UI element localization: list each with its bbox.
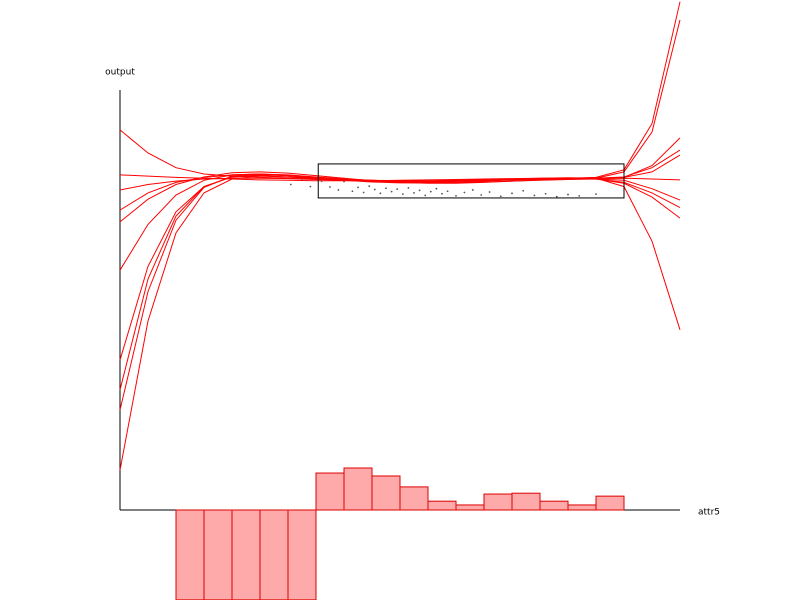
histogram-bar xyxy=(399,486,429,511)
scatter-point xyxy=(329,186,331,188)
scatter-point xyxy=(368,185,371,188)
scatter-point xyxy=(567,193,569,196)
scatter-point xyxy=(455,194,457,197)
scatter-point xyxy=(533,194,536,197)
scatter-point xyxy=(351,190,354,193)
histogram-bar xyxy=(343,467,373,511)
histogram-bar xyxy=(231,509,261,600)
curve xyxy=(119,19,681,191)
scatter-point xyxy=(522,189,525,192)
scatter-point xyxy=(544,192,547,195)
scatter-point xyxy=(418,189,421,192)
scatter-point xyxy=(429,190,432,193)
scatter-point xyxy=(595,193,597,196)
scatter-point xyxy=(373,188,376,191)
histogram-bar xyxy=(287,509,317,600)
curve xyxy=(119,175,681,471)
histogram-bar xyxy=(567,504,597,511)
histogram-bar xyxy=(315,472,345,511)
scatter-point xyxy=(471,189,474,191)
curve xyxy=(119,173,681,411)
histogram-bar xyxy=(455,504,485,511)
scatter-point xyxy=(362,191,365,194)
histogram-bar xyxy=(203,509,233,600)
scatter-point xyxy=(441,192,443,195)
histogram-bar xyxy=(371,475,401,511)
scatter-point xyxy=(488,191,491,193)
histogram-bar xyxy=(595,495,625,511)
histogram-bar xyxy=(511,492,541,511)
scatter-point xyxy=(555,195,558,198)
histogram-bar xyxy=(427,500,457,511)
curve xyxy=(119,175,681,391)
scatter-point xyxy=(446,190,449,193)
curve xyxy=(119,1,681,182)
histogram-bar xyxy=(259,509,289,600)
scatter-point xyxy=(385,187,387,190)
scatter-point xyxy=(289,183,292,186)
y-axis-label: output xyxy=(105,68,135,78)
scatter-point xyxy=(413,192,415,194)
scatter-point xyxy=(309,185,312,188)
scatter-point xyxy=(511,192,513,195)
histogram-bar xyxy=(483,493,513,511)
x-axis-label: attr5 xyxy=(698,508,720,518)
scatter-point xyxy=(357,186,359,189)
scatter-point xyxy=(390,190,393,193)
scatter-point xyxy=(396,188,399,191)
curve xyxy=(119,129,681,182)
selection-box xyxy=(317,163,625,199)
histogram-bar xyxy=(175,509,205,600)
scatter-point xyxy=(379,192,382,195)
scatter-point xyxy=(337,189,340,191)
scatter-point xyxy=(578,194,581,197)
scatter-point xyxy=(407,186,410,189)
scatter-point xyxy=(424,194,427,197)
scatter-point xyxy=(499,195,502,198)
curve xyxy=(119,173,681,271)
scatter-point xyxy=(435,187,438,190)
scatter-point xyxy=(401,193,404,196)
scatter-point xyxy=(463,191,466,194)
scatter-point xyxy=(480,194,483,196)
histogram-bar xyxy=(539,500,569,511)
